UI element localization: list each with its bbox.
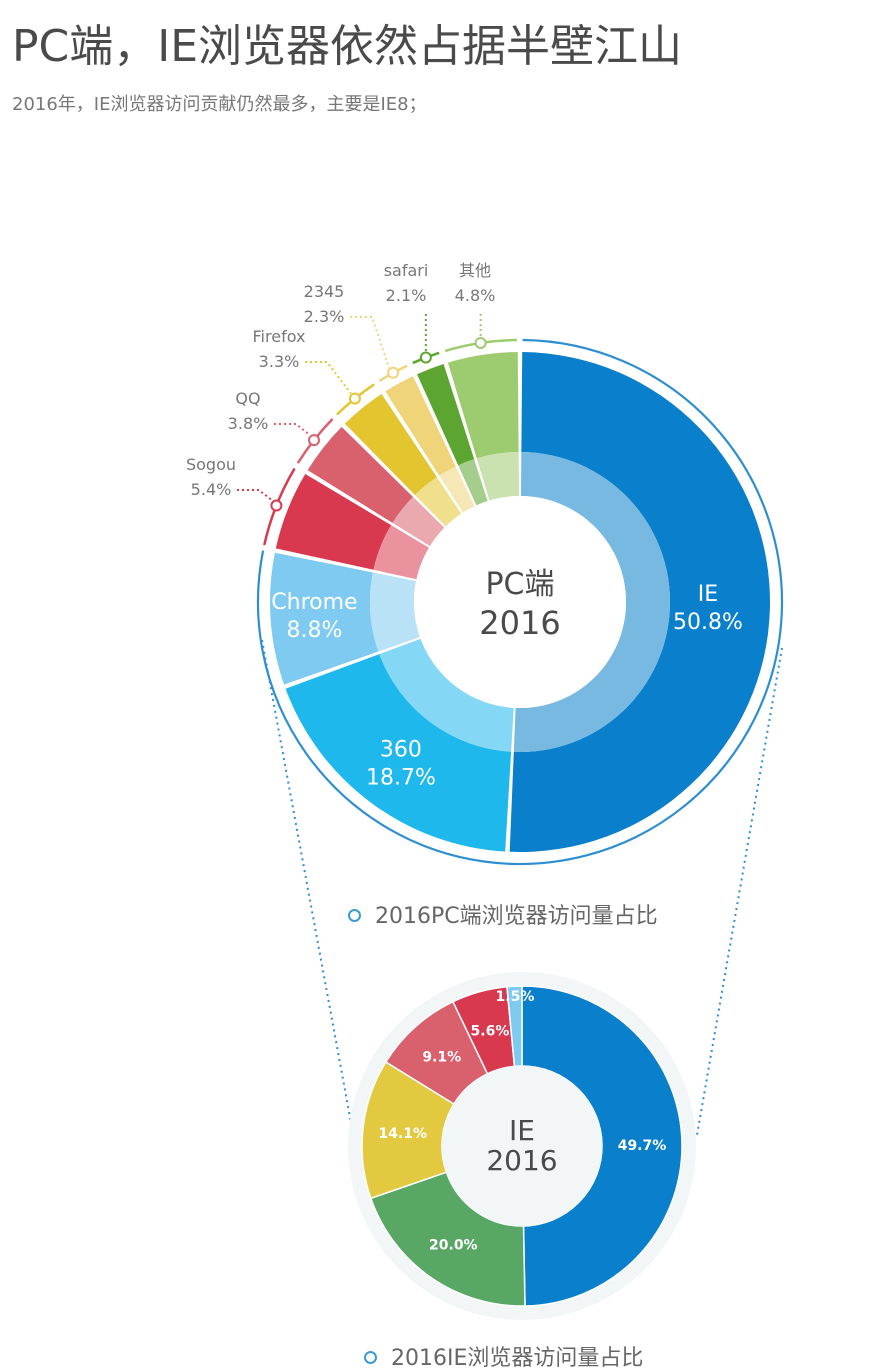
page-title: PC端，IE浏览器依然占据半壁江山 [12,21,683,72]
slice-name-label: IE [698,582,718,607]
zoom-line-right [696,647,783,1136]
ie-slice-value-label: 9.1% [422,1050,461,1066]
callout-leader-qq [274,423,311,436]
slice-inner-other [476,452,520,501]
ie-slice-0 [521,985,683,1307]
callout-marker-safari [419,351,432,364]
callout-name-label: Sogou [186,455,236,474]
slice-safari [417,363,475,466]
callout-name-label: 其他 [459,261,491,280]
slice-other [447,352,519,459]
slice-chrome [270,552,379,685]
pc-chart-caption: 2016PC端浏览器访问量占比 [348,898,658,930]
callout-name-label: 2345 [304,282,345,301]
callout-marker-2345 [387,366,400,379]
ie-slice-value-label: 14.1% [378,1126,427,1142]
callout-leader-firefox [305,361,352,395]
callout-value-label: 3.3% [259,352,300,371]
slice-inner-sogou [373,525,429,580]
slice-firefox [344,393,437,495]
callout-marker-other [474,336,487,349]
circle-bullet-icon [348,908,361,922]
slice-inner-ie [513,452,670,752]
ie-slice-value-label: 49.7% [618,1138,667,1154]
center-label-line2: 2016 [479,604,560,642]
slice-value-label: 18.7% [366,766,436,791]
slice-value-label: 8.8% [287,618,343,643]
circle-bullet-icon [364,1350,377,1364]
callout-name-label: QQ [235,389,260,408]
callout-value-label: 3.8% [228,414,269,433]
outer-ring-arc [256,338,784,866]
slice-2345 [385,376,456,476]
callout-value-label: 5.4% [191,480,232,499]
callout-name-label: safari [384,261,429,280]
callout-leader-2345 [350,316,391,369]
slice-inner-qq [392,496,445,547]
pc-chart-caption-text: 2016PC端浏览器访问量占比 [375,904,658,929]
ie-center-disc [442,1066,602,1226]
ie-slice-value-label: 1.5% [496,989,535,1005]
callout-marker-firefox [348,392,361,405]
slice-inner-firefox [414,477,462,527]
slice-ie [509,352,771,852]
callout-value-label: 2.1% [386,286,427,305]
ie-slice-value-label: 20.0% [429,1237,478,1253]
slice-inner-chrome [370,572,420,652]
slice-name-label: 360 [380,738,422,763]
slice-name-label: Chrome [271,590,357,615]
slice-sogou [275,473,392,570]
slice-value-label: 50.8% [673,610,743,635]
ie-chart-caption-text: 2016IE浏览器访问量占比 [391,1346,644,1371]
slice-360 [285,654,512,852]
center-disc [414,496,626,708]
slice-inner-safari [458,459,488,506]
page-subtitle: 2016年，IE浏览器访问贡献仍然最多，主要是IE8； [12,94,427,115]
ie-center-label-line1: IE [509,1114,535,1147]
center-label-line1: PC端 [485,567,554,602]
callout-marker-sogou [270,499,283,512]
pc-small-slice-callouts: Sogou 5.4% QQ 3.8% Firefox 3.3% 2345 2.3% safari… [186,261,783,1136]
ie-center-label-line2: 2016 [486,1144,557,1177]
callout-leader-sogou [237,489,274,502]
slice-qq [307,426,413,523]
callout-value-label: 2.3% [304,307,345,326]
slice-inner-360 [379,638,514,752]
callout-marker-qq [307,434,320,447]
callout-name-label: Firefox [253,327,306,346]
ie-chart-caption: 2016IE浏览器访问量占比 [364,1340,643,1372]
callout-value-label: 4.8% [455,286,496,305]
ie-slice-value-label: 5.6% [471,1023,510,1039]
slice-inner-2345 [439,466,475,513]
